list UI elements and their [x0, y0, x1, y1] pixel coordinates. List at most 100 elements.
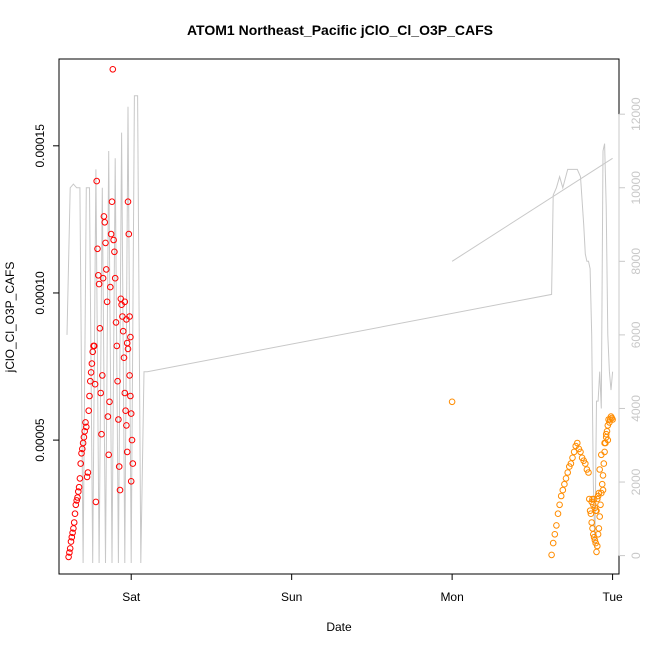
data-point — [559, 486, 567, 494]
x-axis: Sat Sun Mon Tue — [122, 573, 623, 604]
data-point — [548, 551, 555, 559]
data-point — [596, 513, 604, 520]
data-point — [87, 377, 94, 385]
data-point — [557, 492, 565, 500]
data-point — [590, 531, 597, 538]
data-point — [556, 501, 563, 509]
data-point — [127, 392, 134, 400]
y-tick-label: 0.00015 — [33, 124, 47, 168]
right-axis: 0 2000 4000 6000 8000 10000 12000 — [618, 97, 643, 559]
x-tick-label: Sat — [122, 590, 141, 604]
x-tick-label: Mon — [440, 590, 463, 604]
data-point — [585, 469, 592, 476]
data-point — [102, 239, 109, 247]
data-point — [111, 274, 119, 282]
data-point — [99, 372, 106, 379]
data-point — [569, 454, 576, 462]
data-point — [129, 460, 137, 467]
data-point — [101, 219, 108, 226]
data-point — [75, 483, 83, 491]
scatter-points-layer — [65, 66, 616, 561]
data-point — [87, 369, 95, 376]
data-point — [596, 466, 604, 473]
right-tick-label: 10000 — [629, 171, 643, 205]
data-point — [125, 230, 133, 238]
data-point — [113, 342, 121, 350]
data-point — [98, 430, 105, 438]
data-point — [593, 548, 600, 556]
data-point — [69, 529, 76, 537]
data-point — [577, 448, 584, 456]
data-point — [564, 469, 572, 476]
data-point — [104, 413, 112, 420]
data-point — [128, 436, 136, 444]
data-point — [109, 66, 117, 73]
data-point — [71, 510, 79, 518]
data-point — [599, 486, 607, 494]
data-point — [81, 428, 88, 435]
data-point — [554, 510, 562, 518]
data-point — [116, 486, 124, 494]
x-tick-label: Sun — [281, 590, 302, 604]
data-point — [107, 283, 114, 291]
data-point — [587, 510, 595, 518]
data-point — [91, 342, 98, 350]
data-point — [124, 198, 132, 205]
data-point — [106, 398, 113, 406]
data-point — [88, 360, 96, 367]
data-point — [72, 501, 80, 509]
data-point — [73, 497, 80, 504]
altitude-line — [66, 95, 614, 564]
data-point — [553, 522, 560, 529]
right-tick-label: 2000 — [629, 468, 643, 495]
data-point — [97, 389, 104, 397]
data-point — [121, 298, 129, 306]
data-point — [95, 272, 102, 279]
y-axis: 0.00005 0.00010 0.00015 — [33, 124, 60, 462]
data-point — [602, 430, 610, 438]
data-point — [76, 475, 84, 482]
data-point — [86, 392, 93, 400]
data-point — [567, 460, 575, 467]
data-point — [123, 448, 131, 456]
data-point — [75, 488, 82, 495]
data-point — [594, 495, 601, 503]
data-point — [123, 316, 130, 323]
right-tick-label: 12000 — [629, 97, 643, 131]
data-point — [94, 245, 101, 253]
data-point — [108, 198, 116, 205]
right-tick-label: 0 — [629, 552, 643, 559]
x-axis-label: Date — [326, 620, 352, 634]
data-point — [599, 472, 607, 479]
data-point — [112, 319, 120, 326]
data-point — [78, 450, 85, 457]
data-point — [114, 377, 121, 385]
data-point — [549, 539, 557, 547]
data-point — [107, 230, 115, 238]
data-point — [123, 422, 130, 429]
data-point — [604, 436, 612, 444]
data-point — [66, 545, 74, 552]
altitude-line-layer — [66, 95, 614, 564]
data-point — [70, 519, 78, 526]
altitude-line-segment — [451, 157, 613, 262]
right-tick-label: 8000 — [629, 248, 643, 275]
data-point — [598, 451, 605, 459]
data-point — [121, 389, 129, 397]
data-point — [551, 531, 559, 538]
data-point — [594, 542, 601, 550]
data-point — [82, 419, 89, 426]
data-point — [65, 553, 72, 561]
data-point — [609, 416, 616, 423]
data-point — [127, 410, 135, 417]
data-point — [122, 407, 129, 415]
data-point — [103, 266, 110, 273]
data-point — [115, 463, 123, 470]
y-tick-label: 0.00010 — [33, 271, 47, 315]
data-point — [591, 536, 599, 544]
data-point — [96, 325, 104, 332]
data-point — [67, 538, 75, 545]
plot-frame — [58, 58, 620, 575]
data-point — [103, 298, 111, 306]
